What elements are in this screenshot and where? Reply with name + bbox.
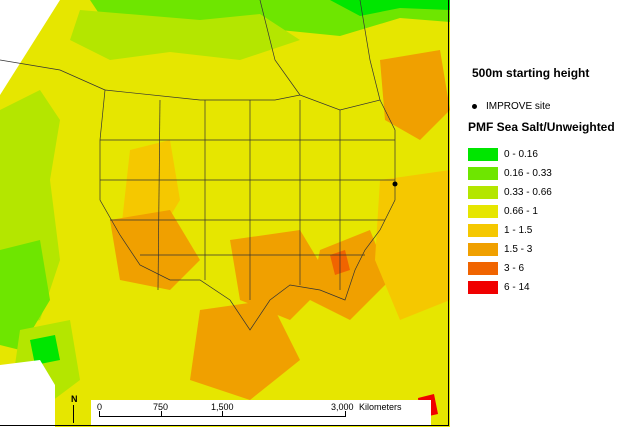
legend-swatch xyxy=(468,242,498,256)
orange-mexico xyxy=(190,300,300,400)
boundary-lines xyxy=(0,0,396,331)
legend-item: 0.16 - 0.33 xyxy=(468,166,552,180)
legend-item: 1 - 1.5 xyxy=(468,223,532,237)
variable-title: PMF Sea Salt/Unweighted xyxy=(468,120,615,134)
scale-label-1500: 1,500 xyxy=(211,402,234,412)
legend-item: 6 - 14 xyxy=(468,280,530,294)
scale-tick xyxy=(99,411,100,417)
improve-site-marker xyxy=(392,181,398,187)
yellow-atlantic xyxy=(375,170,450,320)
legend-item: 0.66 - 1 xyxy=(468,204,538,218)
site-legend: IMPROVE site xyxy=(472,101,550,112)
orange-gulf xyxy=(230,230,330,320)
legend-label: 1.5 - 3 xyxy=(504,243,533,255)
scale-bar: 0 750 1,500 3,000 Kilometers xyxy=(91,400,431,426)
site-legend-label: IMPROVE site xyxy=(486,101,551,112)
scale-tick xyxy=(222,411,223,417)
scale-label-750: 750 xyxy=(153,402,169,412)
no-data-area xyxy=(0,360,55,427)
legend-label: 0.66 - 1 xyxy=(504,205,538,217)
north-arrow-icon xyxy=(73,405,74,423)
map-canvas xyxy=(0,0,450,427)
orange-southwest xyxy=(110,210,200,290)
lightgreen-north xyxy=(70,10,300,60)
bright-green-band xyxy=(330,0,450,16)
map-title: 500m starting height xyxy=(472,66,590,80)
legend-label: 0 - 0.16 xyxy=(504,148,538,160)
scale-label-0: 0 xyxy=(97,402,103,412)
legend-label: 0.33 - 0.66 xyxy=(504,186,552,198)
legend-swatch xyxy=(468,185,498,199)
north-label: N xyxy=(71,394,78,404)
orange-southeast xyxy=(310,230,390,320)
legend-label: 3 - 6 xyxy=(504,262,525,274)
site-dot-icon xyxy=(472,104,477,109)
legend-swatch xyxy=(468,261,498,275)
legend-swatch xyxy=(468,204,498,218)
legend-item: 1.5 - 3 xyxy=(468,242,532,256)
scale-label-3000: 3,000 xyxy=(331,402,354,412)
pacific-green xyxy=(0,240,50,350)
orange-canada-east xyxy=(380,50,450,140)
legend-label: 1 - 1.5 xyxy=(504,224,533,236)
legend-item: 3 - 6 xyxy=(468,261,524,275)
legend-label: 0.16 - 0.33 xyxy=(504,167,552,179)
legend-item: 0 - 0.16 xyxy=(468,147,538,161)
pacific-bright xyxy=(30,335,60,365)
scale-tick xyxy=(161,411,162,417)
legend-swatch xyxy=(468,223,498,237)
scale-tick xyxy=(345,411,346,417)
map-panel: N 0 750 1,500 3,000 Kilometers xyxy=(0,0,450,427)
map-data-region xyxy=(0,0,450,427)
scale-unit: Kilometers xyxy=(359,402,402,412)
legend-label: 6 - 14 xyxy=(504,281,530,293)
legend-item: 0.33 - 0.66 xyxy=(468,185,552,199)
legend-panel: 500m starting height IMPROVE site PMF Se… xyxy=(462,0,622,427)
legend-swatch xyxy=(468,166,498,180)
legend-swatch xyxy=(468,280,498,294)
legend-swatch xyxy=(468,147,498,161)
